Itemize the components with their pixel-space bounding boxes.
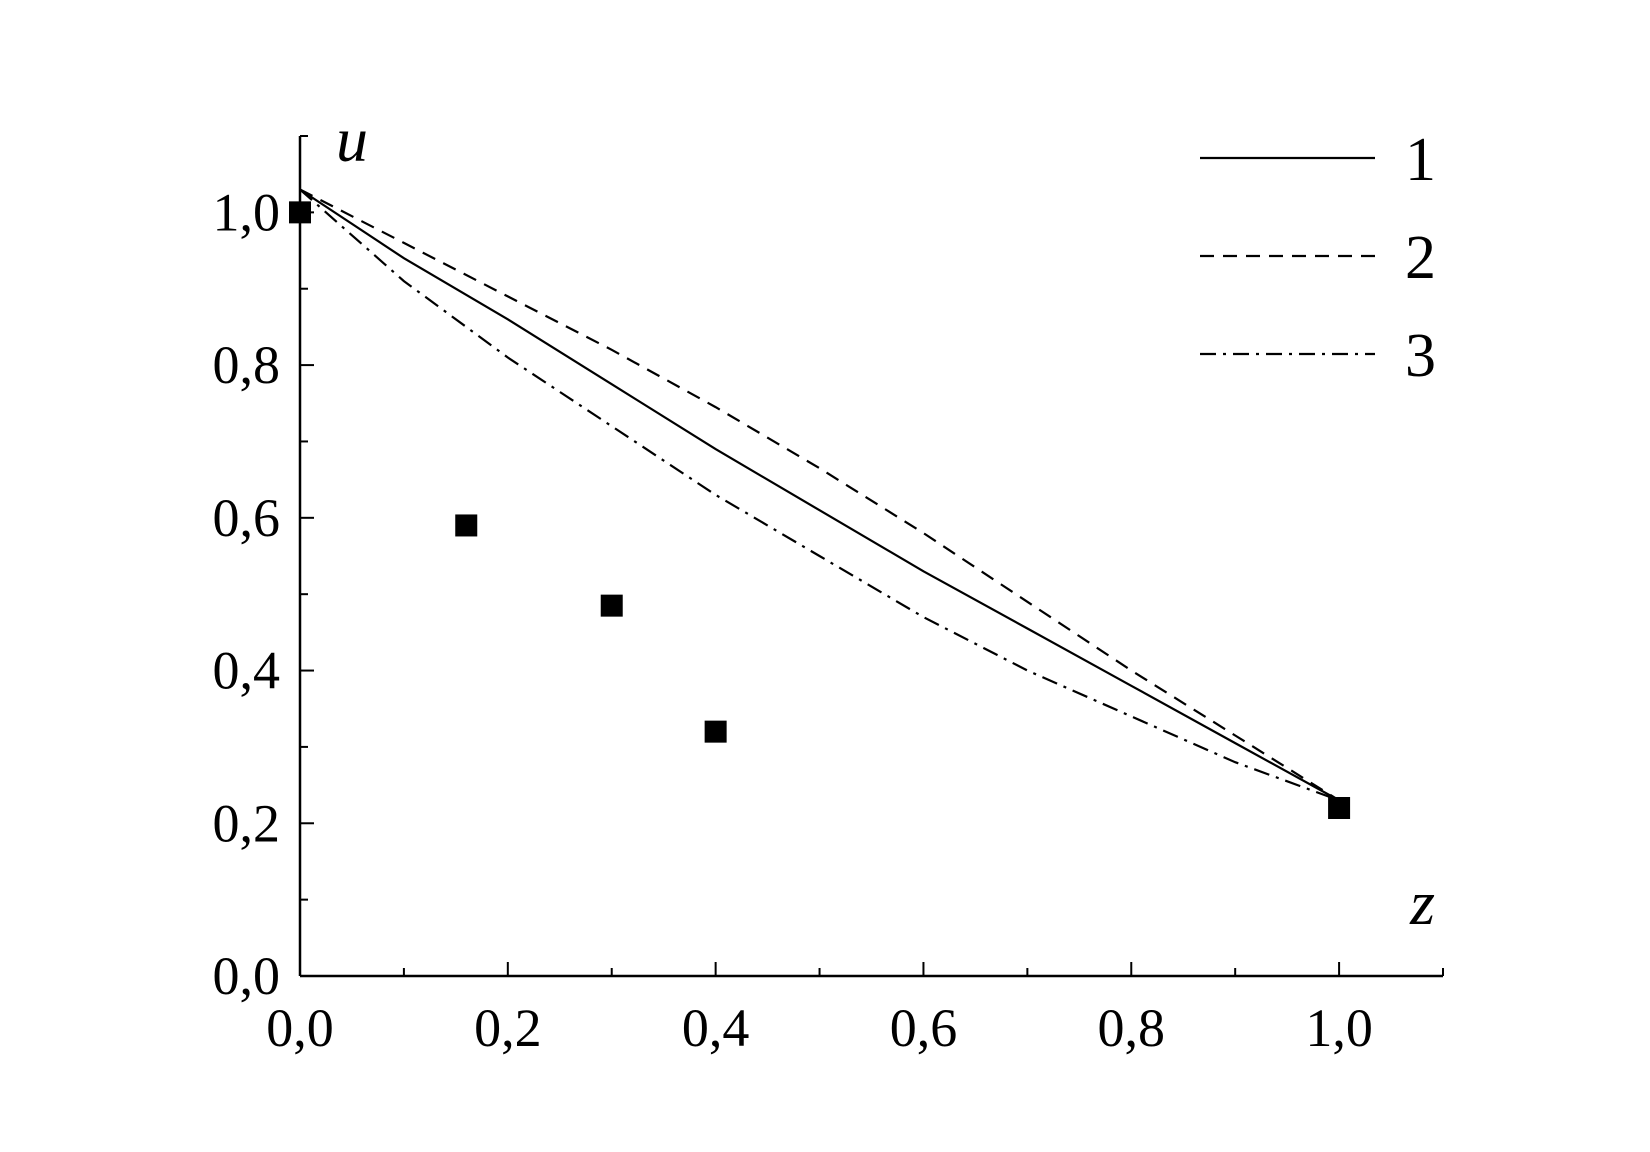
x-tick-label: 1,0 <box>1305 998 1373 1058</box>
y-tick-label: 0,4 <box>213 641 281 701</box>
ticks: 0,0 0,2 0,4 0,6 0,8 1,0 0,0 0,2 0,4 0,6 0,8 1,0 <box>213 135 1444 1058</box>
x-tick-label: 0,0 <box>266 998 334 1058</box>
legend-label-2: 2 <box>1405 224 1436 292</box>
series-3-line <box>299 188 1340 802</box>
series-layer <box>299 188 1340 802</box>
y-tick-label: 0,6 <box>213 488 281 548</box>
data-points <box>289 201 1351 819</box>
legend: 1 2 3 <box>1200 126 1436 390</box>
legend-label-1: 1 <box>1405 126 1436 194</box>
y-tick-label: 0,0 <box>213 946 281 1006</box>
data-point <box>600 594 623 617</box>
legend-label-3: 3 <box>1405 322 1436 390</box>
x-tick-label: 0,4 <box>682 998 750 1058</box>
y-axis-title: u <box>336 104 368 175</box>
axes <box>298 136 1443 978</box>
x-axis-title: z <box>1409 867 1435 938</box>
y-tick-label: 0,8 <box>213 335 281 395</box>
data-point <box>289 201 311 224</box>
y-tick-label: 1,0 <box>213 182 281 242</box>
data-point <box>1328 797 1351 819</box>
x-tick-label: 0,6 <box>890 998 958 1058</box>
series-2-line <box>299 188 1340 802</box>
series-1-line <box>299 188 1340 802</box>
y-tick-label: 0,2 <box>213 793 281 853</box>
data-point <box>455 514 478 537</box>
x-tick-label: 0,2 <box>474 998 542 1058</box>
data-point <box>704 720 727 743</box>
x-tick-label: 0,8 <box>1098 998 1166 1058</box>
